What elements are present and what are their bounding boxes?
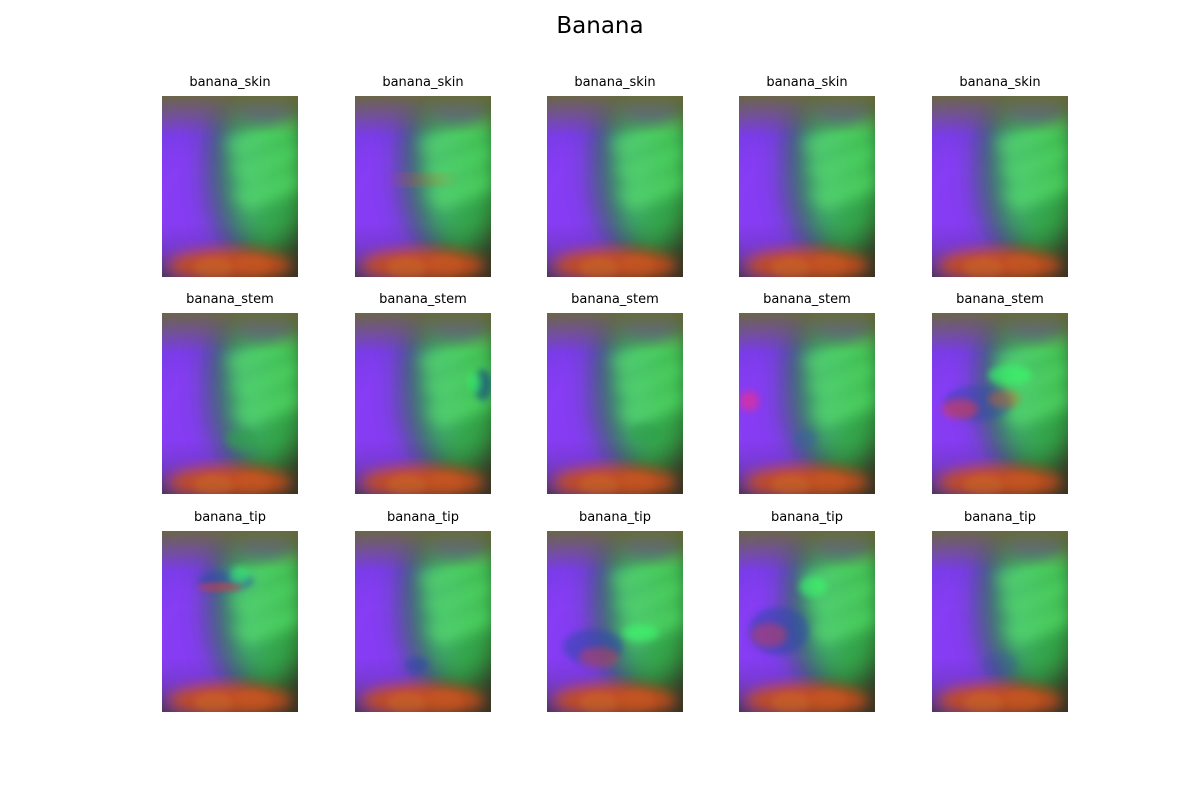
panel-r2-c5: banana_stem bbox=[932, 292, 1068, 494]
panel-title: banana_tip bbox=[193, 510, 267, 525]
panel-r1-c3: banana_skin bbox=[547, 75, 683, 277]
panel-r2-c1: banana_stem bbox=[162, 292, 298, 494]
panel-title: banana_skin bbox=[574, 75, 656, 90]
heatmap-image bbox=[739, 531, 875, 712]
heatmap-image bbox=[739, 313, 875, 494]
heatmap-image bbox=[739, 96, 875, 277]
heatmap-image bbox=[162, 531, 298, 712]
panel-title: banana_stem bbox=[763, 292, 851, 307]
heatmap-image bbox=[162, 313, 298, 494]
panel-r3-c2: banana_tip bbox=[355, 510, 491, 712]
panel-r2-c2: banana_stem bbox=[355, 292, 491, 494]
panel-title: banana_tip bbox=[578, 510, 652, 525]
heatmap-image bbox=[162, 96, 298, 277]
panel-title: banana_tip bbox=[386, 510, 460, 525]
heatmap-image bbox=[547, 96, 683, 277]
panel-r1-c4: banana_skin bbox=[739, 75, 875, 277]
heatmap-image bbox=[547, 313, 683, 494]
panel-title: banana_stem bbox=[186, 292, 274, 307]
panel-title: banana_stem bbox=[379, 292, 467, 307]
panel-title: banana_tip bbox=[770, 510, 844, 525]
panel-title: banana_tip bbox=[963, 510, 1037, 525]
panel-title: banana_stem bbox=[956, 292, 1044, 307]
heatmap-image bbox=[932, 531, 1068, 712]
heatmap-image bbox=[932, 313, 1068, 494]
panel-r2-c3: banana_stem bbox=[547, 292, 683, 494]
heatmap-image bbox=[355, 531, 491, 712]
panel-r3-c3: banana_tip bbox=[547, 510, 683, 712]
panel-title: banana_skin bbox=[189, 75, 271, 90]
heatmap-image bbox=[932, 96, 1068, 277]
heatmap-image bbox=[547, 531, 683, 712]
panel-title: banana_stem bbox=[571, 292, 659, 307]
panel-title: banana_skin bbox=[382, 75, 464, 90]
panel-r1-c1: banana_skin bbox=[162, 75, 298, 277]
figure-title: Banana bbox=[556, 13, 644, 39]
heatmap-image bbox=[355, 96, 491, 277]
panel-r3-c1: banana_tip bbox=[162, 510, 298, 712]
panel-r1-c2: banana_skin bbox=[355, 75, 491, 277]
panel-title: banana_skin bbox=[766, 75, 848, 90]
panel-r2-c4: banana_stem bbox=[739, 292, 875, 494]
heatmap-image bbox=[355, 313, 491, 494]
panel-r3-c4: banana_tip bbox=[739, 510, 875, 712]
panel-r1-c5: banana_skin bbox=[932, 75, 1068, 277]
panel-r3-c5: banana_tip bbox=[932, 510, 1068, 712]
panel-title: banana_skin bbox=[959, 75, 1041, 90]
